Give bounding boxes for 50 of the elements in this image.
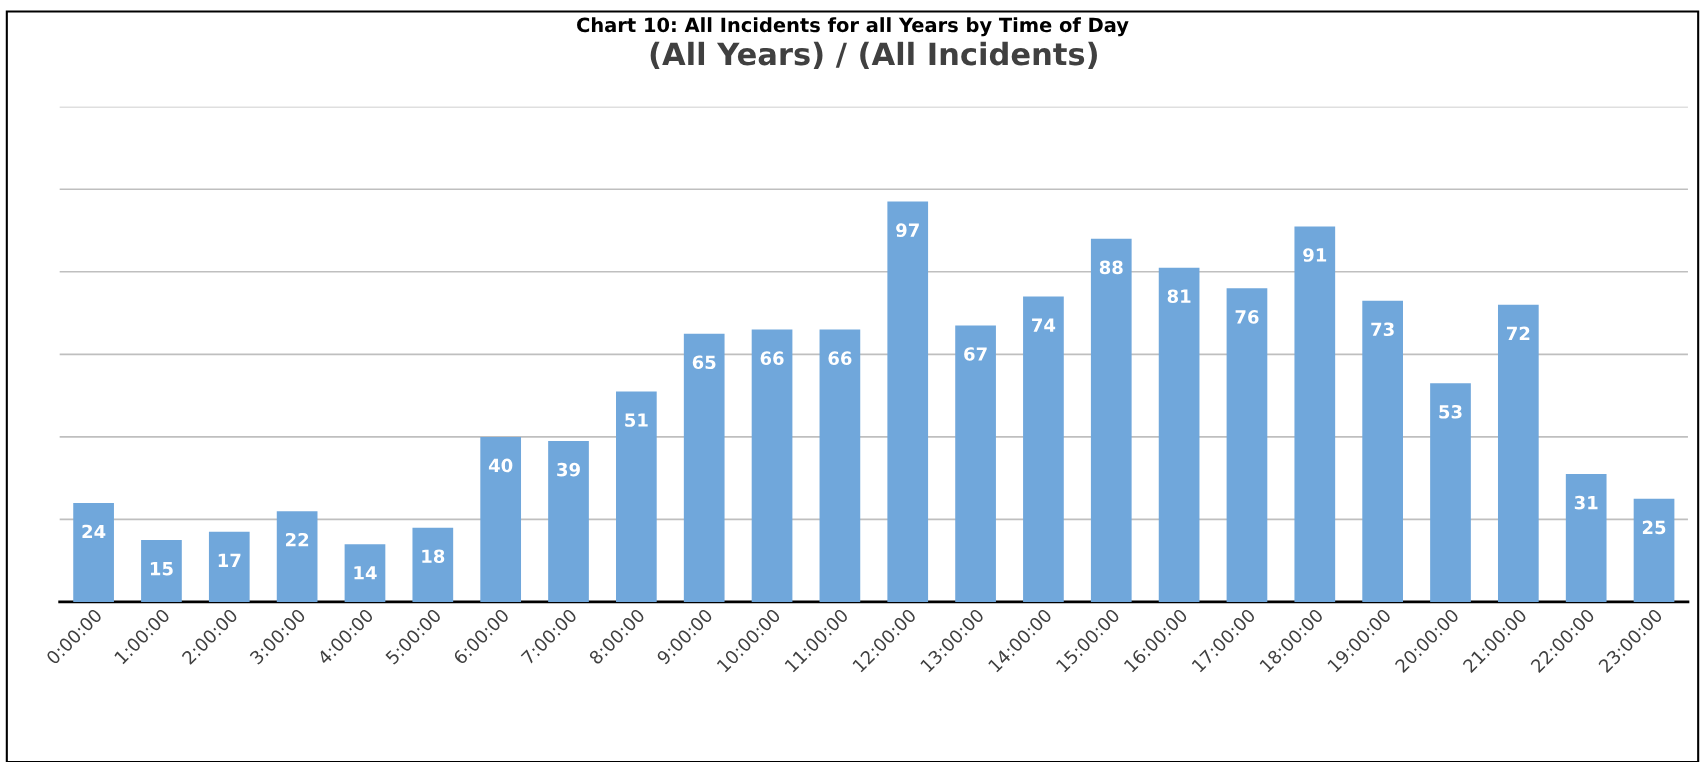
bar: [412, 527, 454, 602]
data-label: 17: [218, 553, 241, 567]
bar: [344, 544, 386, 602]
data-label: 72: [1506, 326, 1530, 340]
bar: [1565, 474, 1607, 602]
bar: [683, 333, 725, 602]
bar: [480, 436, 522, 602]
bar: [208, 531, 250, 602]
bar: [751, 329, 793, 602]
data-label: 22: [286, 532, 309, 547]
data-label: 65: [692, 355, 716, 370]
data-label: 73: [1371, 322, 1394, 337]
data-label: 76: [1235, 310, 1259, 324]
data-label: 74: [1032, 318, 1056, 332]
bar: [276, 511, 318, 602]
data-label: 18: [422, 549, 445, 564]
data-label: 88: [1099, 260, 1123, 275]
data-label: 67: [964, 347, 987, 361]
data-label: 40: [488, 458, 513, 473]
bar: [1294, 226, 1336, 602]
data-label: 14: [354, 566, 377, 580]
data-label: 51: [625, 413, 648, 427]
bar: [955, 325, 996, 602]
data-label: 39: [557, 462, 580, 477]
caption: Chart 10: All Incidents for all Years by Time of Day: [577, 17, 1129, 37]
bar: [1226, 288, 1268, 602]
data-label: 97: [896, 223, 919, 237]
data-label: 66: [828, 351, 852, 365]
bar: [1633, 498, 1675, 602]
bar: [1090, 238, 1132, 602]
bar: [548, 441, 589, 602]
bar: [1362, 300, 1403, 602]
bar: [1158, 267, 1200, 602]
bar: [819, 329, 861, 602]
bar: [1497, 304, 1539, 602]
data-label: 24: [82, 524, 106, 539]
data-label: 15: [150, 562, 173, 576]
bar: [73, 502, 114, 602]
bar: [1430, 383, 1471, 602]
bar: [616, 391, 657, 602]
data-label: 53: [1439, 404, 1462, 419]
data-label: 81: [1167, 289, 1191, 304]
bar: [887, 201, 929, 602]
bar: [1023, 296, 1064, 602]
data-label: 91: [1303, 248, 1327, 262]
data-label: 31: [1574, 495, 1598, 510]
chart-title: (All Years) / (All Incidents): [650, 41, 1097, 70]
bar: [141, 540, 182, 602]
data-label: 66: [760, 351, 784, 365]
data-label: 25: [1642, 520, 1666, 535]
